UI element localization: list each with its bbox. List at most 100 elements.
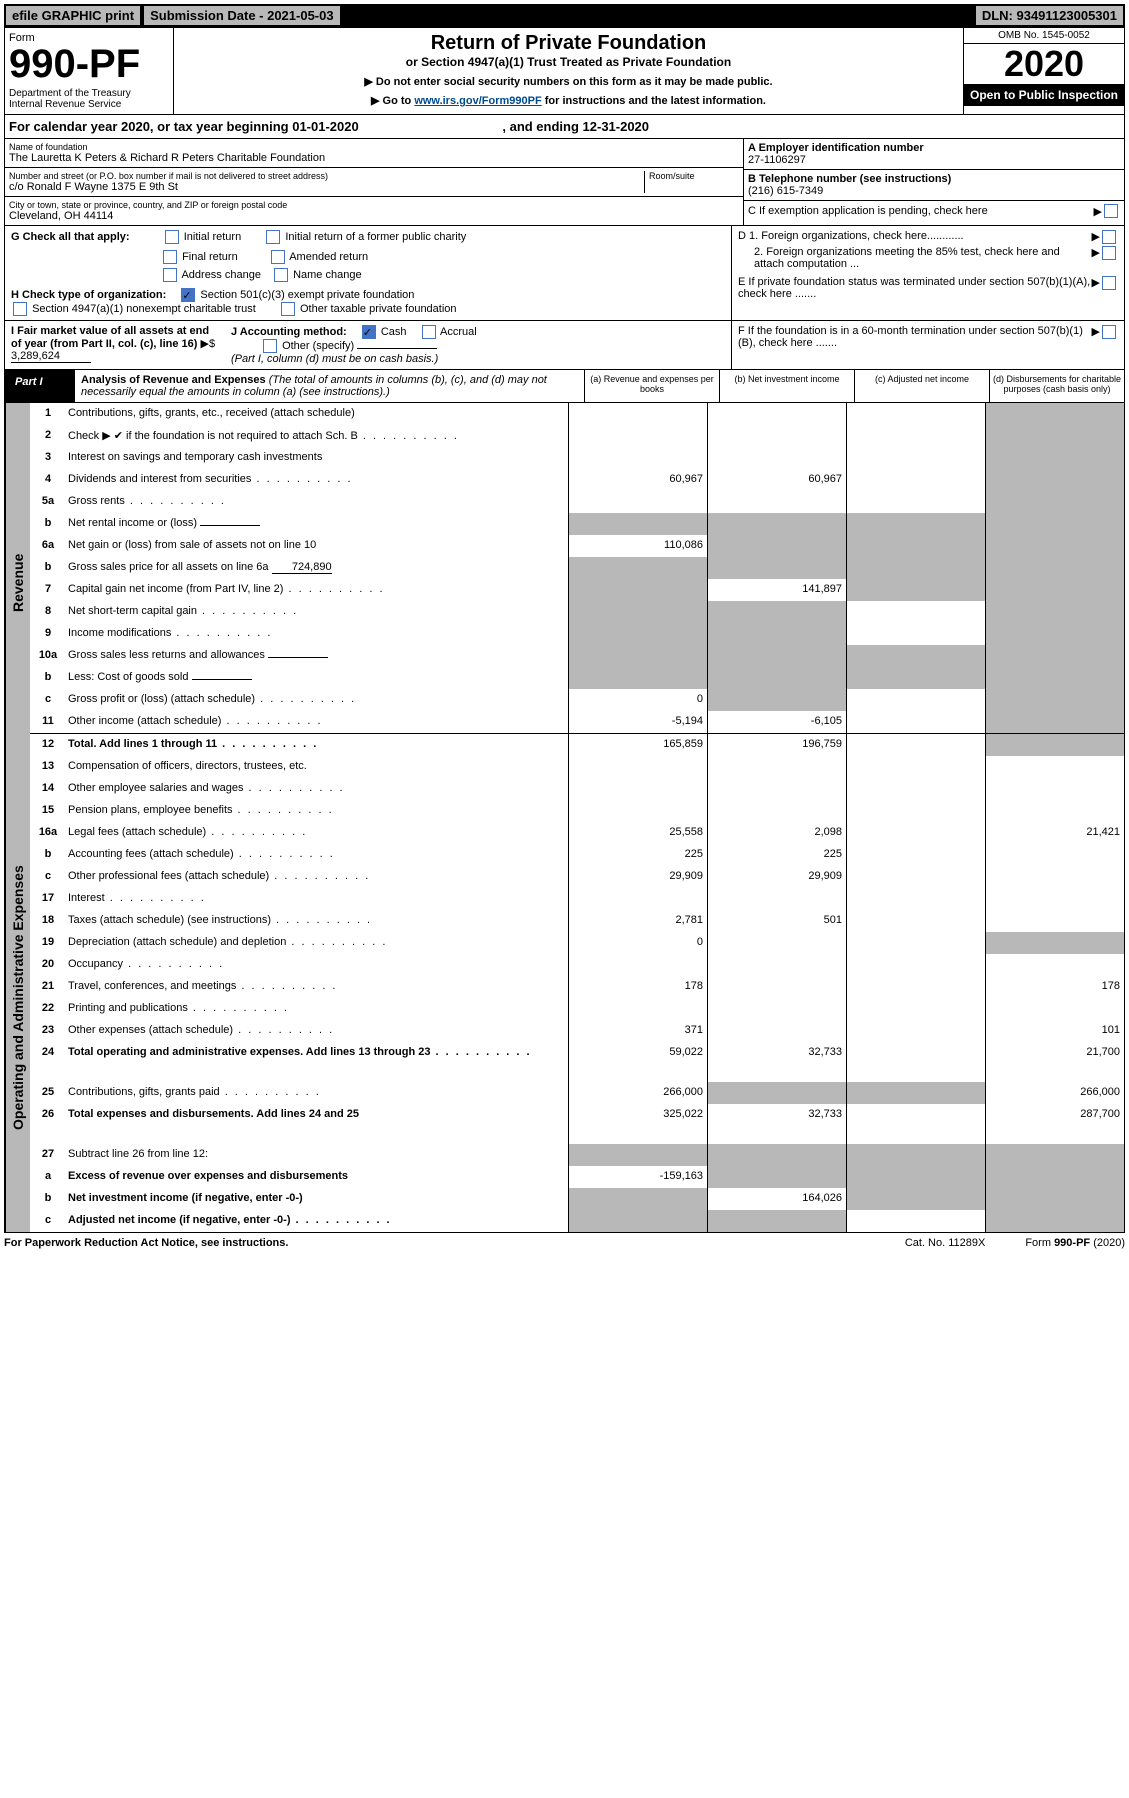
- cell-a: -159,163: [568, 1166, 707, 1188]
- g-name-checkbox[interactable]: [274, 268, 288, 282]
- d1-label: D 1. Foreign organizations, check here..…: [738, 230, 1092, 244]
- h-4947-checkbox[interactable]: [13, 302, 27, 316]
- h-501c3-checkbox[interactable]: ✓: [181, 288, 195, 302]
- cell-d: [985, 778, 1124, 800]
- calendar-year: For calendar year 2020, or tax year begi…: [4, 115, 1125, 139]
- g-initial-checkbox[interactable]: [165, 230, 179, 244]
- j-other-checkbox[interactable]: [263, 339, 277, 353]
- cell-c: [846, 469, 985, 491]
- part1-table: Revenue Operating and Administrative Exp…: [4, 403, 1125, 1233]
- cell-b: 60,967: [707, 469, 846, 491]
- cell-a: [568, 447, 707, 469]
- cell-d: [985, 425, 1124, 447]
- d1-checkbox[interactable]: [1102, 230, 1116, 244]
- instructions-link[interactable]: www.irs.gov/Form990PF: [414, 95, 541, 107]
- cell-d: [985, 689, 1124, 711]
- f-checkbox[interactable]: [1102, 325, 1116, 339]
- cell-d: 287,700: [985, 1104, 1124, 1144]
- line-text: Gross rents: [66, 491, 568, 513]
- cell-a: [568, 623, 707, 645]
- table-row: 8Net short-term capital gain: [30, 601, 1124, 623]
- cell-d: [985, 557, 1124, 579]
- line-text: Check ▶ ✔ if the foundation is not requi…: [66, 425, 568, 447]
- cell-a: [568, 1144, 707, 1166]
- j-label: J Accounting method:: [231, 326, 347, 338]
- cell-a: [568, 403, 707, 425]
- form-title: Return of Private Foundation: [180, 32, 957, 55]
- cell-a: [568, 557, 707, 579]
- col-d-header: (d) Disbursements for charitable purpose…: [989, 370, 1124, 402]
- f-label: F If the foundation is in a 60-month ter…: [738, 325, 1092, 365]
- cell-b: [707, 800, 846, 822]
- cell-a: 266,000: [568, 1082, 707, 1104]
- c-checkbox[interactable]: [1104, 204, 1118, 218]
- line-text: Less: Cost of goods sold: [66, 667, 568, 689]
- g-final-checkbox[interactable]: [163, 250, 177, 264]
- line-number: 5a: [30, 491, 66, 513]
- cell-a: 178: [568, 976, 707, 998]
- g-label: G Check all that apply:: [11, 231, 130, 243]
- line-number: b: [30, 844, 66, 866]
- line-text: Printing and publications: [66, 998, 568, 1020]
- h-other-checkbox[interactable]: [281, 302, 295, 316]
- table-row: 3Interest on savings and temporary cash …: [30, 447, 1124, 469]
- ein: 27-1106297: [748, 154, 1120, 166]
- cell-a: [568, 667, 707, 689]
- cell-b: [707, 447, 846, 469]
- cell-b: [707, 557, 846, 579]
- cell-b: 29,909: [707, 866, 846, 888]
- cell-a: 0: [568, 689, 707, 711]
- cell-c: [846, 932, 985, 954]
- table-row: 17Interest: [30, 888, 1124, 910]
- cell-b: [707, 1020, 846, 1042]
- instruction-2: ▶ Go to www.irs.gov/Form990PF for instru…: [180, 94, 957, 107]
- cell-c: [846, 1188, 985, 1210]
- cell-d: [985, 403, 1124, 425]
- telephone: (216) 615-7349: [748, 185, 1120, 197]
- cell-a: [568, 954, 707, 976]
- cell-c: [846, 954, 985, 976]
- line-text: Accounting fees (attach schedule): [66, 844, 568, 866]
- line-text: Compensation of officers, directors, tru…: [66, 756, 568, 778]
- cell-c: [846, 513, 985, 535]
- line-number: 8: [30, 601, 66, 623]
- instruction-1: ▶ Do not enter social security numbers o…: [180, 75, 957, 88]
- line-text: Gross sales price for all assets on line…: [66, 557, 568, 579]
- cell-b: 32,733: [707, 1042, 846, 1082]
- table-row: cAdjusted net income (if negative, enter…: [30, 1210, 1124, 1232]
- cell-d: [985, 469, 1124, 491]
- j-cash-checkbox[interactable]: ✓: [362, 325, 376, 339]
- table-row: 25Contributions, gifts, grants paid266,0…: [30, 1082, 1124, 1104]
- cell-a: [568, 998, 707, 1020]
- cell-a: -5,194: [568, 711, 707, 733]
- efile-label: efile GRAPHIC print: [6, 6, 140, 25]
- cell-b: 2,098: [707, 822, 846, 844]
- cell-d: [985, 447, 1124, 469]
- cell-b: [707, 1144, 846, 1166]
- line-text: Net gain or (loss) from sale of assets n…: [66, 535, 568, 557]
- table-row: 23Other expenses (attach schedule)371101: [30, 1020, 1124, 1042]
- table-row: 13Compensation of officers, directors, t…: [30, 756, 1124, 778]
- col-a-header: (a) Revenue and expenses per books: [584, 370, 719, 402]
- cell-b: 196,759: [707, 734, 846, 756]
- address: c/o Ronald F Wayne 1375 E 9th St: [9, 181, 644, 193]
- g-address-checkbox[interactable]: [163, 268, 177, 282]
- page-footer: For Paperwork Reduction Act Notice, see …: [4, 1233, 1125, 1253]
- cell-d: [985, 844, 1124, 866]
- cell-d: [985, 866, 1124, 888]
- d2-checkbox[interactable]: [1102, 246, 1116, 260]
- line-number: 9: [30, 623, 66, 645]
- j-accrual-checkbox[interactable]: [422, 325, 436, 339]
- cell-d: [985, 667, 1124, 689]
- cell-b: [707, 513, 846, 535]
- g-initial-public-checkbox[interactable]: [266, 230, 280, 244]
- dln-label: DLN: 93491123005301: [976, 6, 1123, 25]
- cell-b: [707, 756, 846, 778]
- g-amended-checkbox[interactable]: [271, 250, 285, 264]
- line-number: 23: [30, 1020, 66, 1042]
- e-checkbox[interactable]: [1102, 276, 1116, 290]
- table-row: 11Other income (attach schedule)-5,194-6…: [30, 711, 1124, 733]
- table-row: 6aNet gain or (loss) from sale of assets…: [30, 535, 1124, 557]
- cell-c: [846, 711, 985, 733]
- cell-a: [568, 1210, 707, 1232]
